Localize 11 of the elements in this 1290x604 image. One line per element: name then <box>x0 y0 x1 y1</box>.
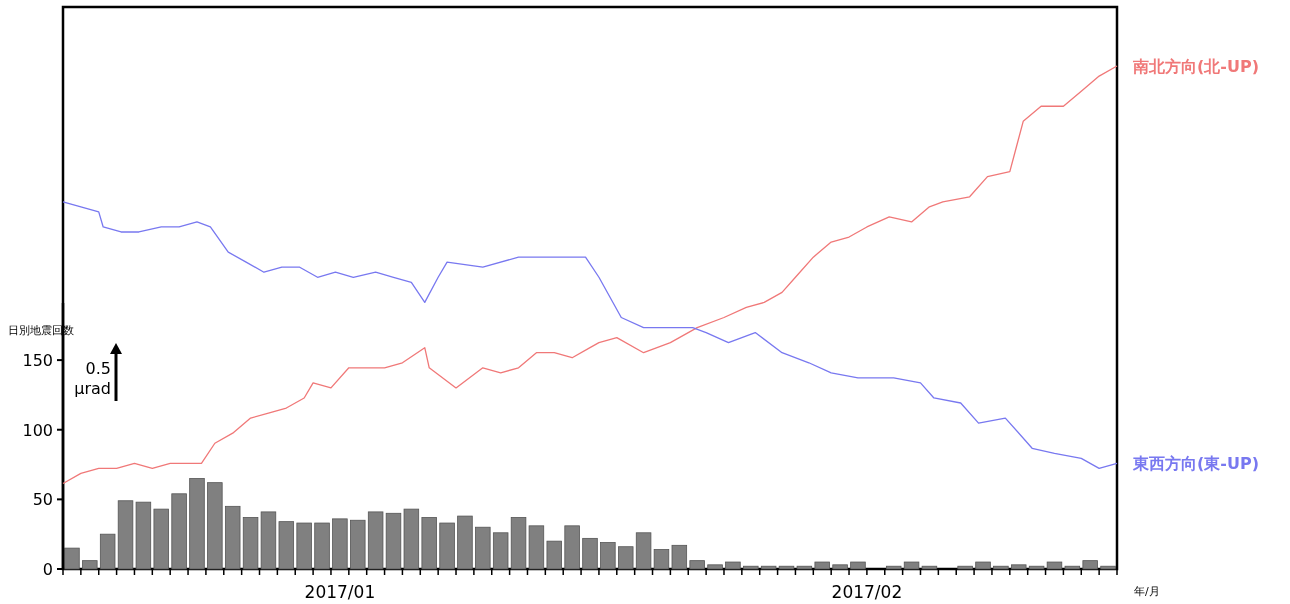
y-tick-label: 50 <box>32 490 53 510</box>
y-tick-label: 100 <box>22 420 53 440</box>
series-label: 東西方向(東-UP) <box>1132 454 1259 474</box>
annotation: 0.5 μrad <box>74 359 111 398</box>
x-tick-label: 2017/02 <box>831 582 903 602</box>
x-tick-label: 2017/01 <box>304 582 376 602</box>
y-axis-title: 日別地震回数 <box>8 324 74 337</box>
series-label: 南北方向(北-UP) <box>1132 57 1259 76</box>
x-axis-title: 年/月 <box>1134 585 1160 598</box>
y-tick-label: 150 <box>22 351 53 371</box>
y-tick-label: 0 <box>42 560 53 579</box>
